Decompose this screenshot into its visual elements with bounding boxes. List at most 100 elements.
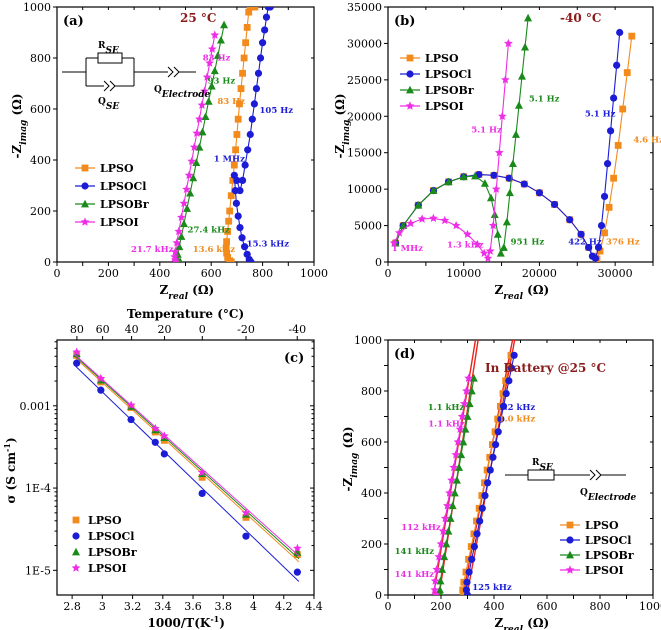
panel-d-label: (d): [394, 347, 415, 362]
panel-c-label: (c): [284, 351, 304, 366]
panel-a-point-LPSOCl: [248, 115, 256, 123]
panel-d-point-LPSOBr: [465, 399, 474, 408]
panel-a-point-LPSOCl: [250, 100, 258, 108]
panel-c-xtick-label: 4.4: [305, 600, 323, 613]
panel-d-point-LPSOI: [453, 437, 463, 446]
panel-a-ytick-label: 200: [30, 205, 51, 218]
panel-b-point-LPSOBr: [524, 13, 533, 22]
panel-c-fit-LPSOCl: [74, 365, 300, 582]
panel-b-point-LPSOI: [485, 246, 495, 255]
panel-a-point-LPSOBr: [189, 173, 198, 182]
panel-b-point-LPSOCl: [607, 127, 615, 135]
panel-a-point-LPSOI: [184, 170, 194, 179]
panel-c-top-tick-label: 20: [158, 323, 172, 336]
panel-c-xlabel: 1000/T(K-1): [148, 614, 225, 630]
panel-a-point-LPSOCl: [233, 176, 241, 184]
panel-b-point-LPSO: [623, 69, 631, 76]
panel-a-point-LPSOBr: [177, 232, 186, 240]
panel-c-xtick-label: 4.2: [275, 600, 293, 613]
panel-d-point-LPSOI: [462, 386, 471, 395]
panel-b-legend-text: LPSOCl: [425, 68, 471, 81]
panel-a-point-LPSO: [226, 207, 234, 215]
panel-b-annotation: 376 Hz: [606, 238, 640, 248]
panel-d-point-LPSOI: [430, 576, 440, 585]
panel-d-point-LPSOCl: [494, 428, 502, 436]
panel-c-point-LPSOI: [150, 423, 160, 433]
panel-d-point-LPSOI: [440, 513, 450, 523]
panel-d-point-LPSOI: [449, 462, 459, 472]
panel-d-annotation: 1.1 kHz: [428, 403, 465, 413]
panel-b-legend-marker: [406, 85, 414, 94]
panel-a-point-LPSOBr: [213, 51, 222, 59]
panel-b-point-LPSOCl: [616, 28, 624, 37]
panel-d-point-LPSOI: [436, 539, 446, 548]
panel-b-label: (b): [394, 14, 415, 29]
panel-b-point-LPSO: [601, 229, 608, 237]
panel-c-point-LPSOCl: [160, 450, 168, 458]
panel-d-point-LPSOBr: [436, 576, 445, 585]
panel-c-point-LPSOI: [293, 543, 302, 553]
panel-a-ytick-label: 0: [44, 256, 51, 269]
panel-b-point-LPSO: [610, 174, 618, 182]
panel-d-point-LPSOI: [430, 585, 439, 594]
panel-a-legend-text: LPSOI: [100, 216, 139, 229]
panel-a-point-LPSOBr: [195, 143, 204, 151]
panel-d-point-LPSOBr: [461, 425, 470, 433]
panel-a-point-LPSOBr: [220, 20, 229, 29]
panel-a-rse-label: RSE: [98, 41, 119, 56]
panel-a-point-LPSO: [230, 161, 238, 169]
panel-d-point-LPSOI: [459, 399, 469, 408]
panel-c-ytick-label: 1E-5: [25, 564, 51, 577]
panel-a-legend-marker: [81, 199, 89, 208]
panel-c-point-LPSOCl: [293, 568, 301, 576]
panel-d-point-LPSOCl: [486, 466, 494, 474]
panel-a-point-LPSOI: [174, 226, 184, 236]
panel-b-ytick-label: 20000: [347, 110, 382, 123]
panel-d-point-LPSOI: [445, 488, 454, 497]
panel-a-point-LPSOI: [189, 142, 199, 151]
panel-d-point-LPSOCl: [476, 517, 484, 525]
panel-c-point-LPSOBr: [293, 548, 302, 556]
panel-a-xtick-label: 800: [252, 267, 273, 280]
panel-b-point-LPSOI: [389, 238, 399, 247]
panel-a-annotation: 105 Hz: [260, 106, 294, 116]
panel-a-point-LPSOI: [179, 198, 189, 208]
panel-d-point-LPSOCl: [505, 377, 513, 385]
panel-d-rse-label: RSE: [532, 458, 553, 473]
panel-a-point-LPSOBr: [204, 97, 213, 105]
panel-b-point-LPSOBr: [490, 210, 499, 219]
panel-d-point-LPSOBr: [457, 450, 466, 459]
panel-d-point-LPSOCl: [473, 530, 481, 538]
panel-a-point-LPSOCl: [262, 13, 271, 21]
panel-a-point-LPSOI: [210, 30, 220, 39]
panel-d-annotation: 1.2 kHz: [499, 403, 536, 413]
panel-b-point-LPSO: [619, 105, 627, 113]
panel-c-point-LPSO: [198, 473, 206, 481]
panel-a-point-LPSOI: [207, 44, 217, 53]
panel-d-annotation: 125 kHz: [472, 583, 512, 593]
panel-b-point-LPSOBr: [511, 130, 520, 138]
panel-d-point-LPSOCl: [491, 440, 500, 449]
panel-d-temperature: In Battery @25 °C: [485, 361, 606, 375]
panel-d-point-LPSOBr: [448, 501, 457, 510]
panel-a-point-LPSOCl: [238, 176, 247, 184]
panel-c-top-tick-label: 60: [96, 323, 110, 336]
panel-d-xtick-label: 200: [431, 600, 452, 613]
panel-b-point-LPSOBr: [499, 243, 508, 251]
panel-b-point-LPSO: [596, 247, 604, 255]
panel-d-point-LPSOCl: [499, 402, 508, 410]
panel-d-point-LPSOCl: [507, 364, 516, 372]
panel-c-point-LPSOI: [96, 373, 106, 383]
panel-a-xtick-label: 400: [149, 267, 170, 280]
panel-b-point-LPSOBr: [502, 217, 511, 226]
panel-c-top-xlabel: Temperature (°C): [127, 307, 244, 321]
panel-d-ytick-label: 600: [361, 436, 382, 449]
panel-a-ytick-label: 800: [30, 52, 51, 65]
panel-b-point-LPSOI: [473, 239, 482, 249]
panel-d-point-LPSOI: [447, 475, 456, 484]
panel-d-point-LPSOCl: [502, 389, 510, 398]
panel-b-point-LPSOI: [483, 253, 493, 262]
panel-a-point-LPSO: [232, 146, 240, 154]
panel-a-point-LPSOCl: [244, 146, 252, 154]
